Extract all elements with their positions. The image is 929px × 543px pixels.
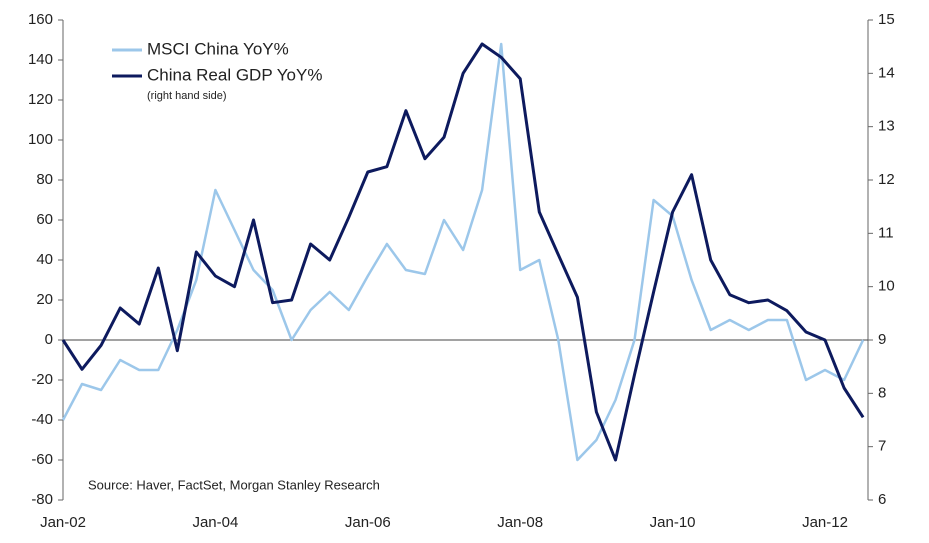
y-tick-label: -40 [31, 411, 53, 428]
y2-tick-label: 14 [878, 64, 895, 81]
source-note: Source: Haver, FactSet, Morgan Stanley R… [88, 477, 380, 492]
y-tick-label: 80 [36, 171, 53, 188]
legend-label: China Real GDP YoY% [147, 65, 322, 84]
y-tick-label: 60 [36, 211, 53, 228]
y-tick-label: -60 [31, 451, 53, 468]
y2-tick-label: 11 [878, 224, 894, 241]
x-tick-label: Jan-08 [497, 514, 543, 531]
y-tick-label: -80 [31, 491, 53, 508]
series-line [61, 42, 865, 462]
series-line [61, 42, 865, 462]
legend-label: MSCI China YoY% [147, 39, 289, 58]
x-tick-label: Jan-10 [650, 514, 696, 531]
y-tick-label: -20 [31, 371, 53, 388]
y-tick-label: 0 [45, 331, 53, 348]
y-tick-label: 100 [28, 131, 53, 148]
y-tick-label: 40 [36, 251, 53, 268]
y2-tick-label: 13 [878, 118, 895, 135]
y-tick-label: 120 [28, 91, 53, 108]
y-tick-label: 140 [28, 51, 53, 68]
y2-tick-label: 10 [878, 278, 895, 295]
y2-tick-label: 8 [878, 384, 886, 401]
x-tick-label: Jan-06 [345, 514, 391, 531]
y2-tick-label: 6 [878, 491, 886, 508]
legend-note: (right hand side) [147, 90, 227, 102]
y2-tick-label: 7 [878, 438, 886, 455]
y2-tick-label: 15 [878, 11, 895, 28]
y-tick-label: 20 [36, 291, 53, 308]
y2-tick-label: 9 [878, 331, 886, 348]
y-tick-label: 160 [28, 11, 53, 28]
x-tick-label: Jan-12 [802, 514, 848, 531]
x-tick-label: Jan-02 [40, 514, 86, 531]
y2-tick-label: 12 [878, 171, 895, 188]
x-tick-label: Jan-04 [192, 514, 238, 531]
